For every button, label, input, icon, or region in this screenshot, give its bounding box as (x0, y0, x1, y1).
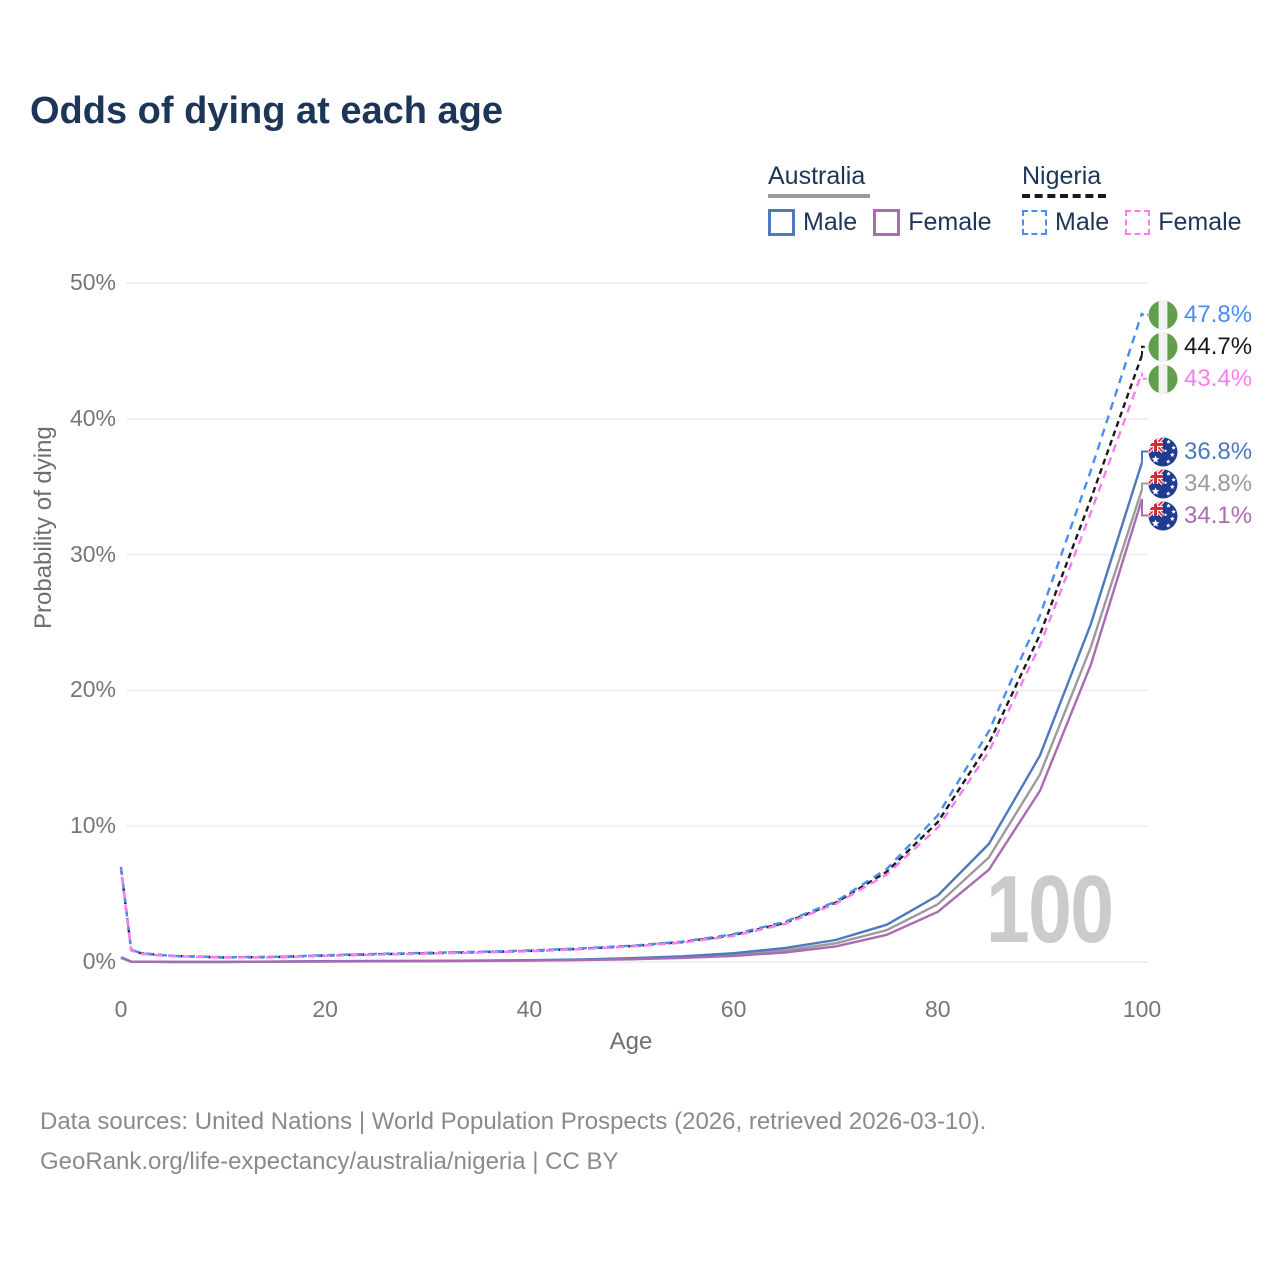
legend-item-australia-male[interactable]: Male (768, 208, 857, 237)
end-label-value: 34.8% (1184, 469, 1253, 497)
swatch-nigeria-female[interactable] (1125, 210, 1151, 235)
series-line-australia-female[interactable] (120, 498, 1144, 964)
leader-line-nigeria-both (1141, 345, 1148, 355)
legend-title-nigeria[interactable]: Nigeria (1022, 162, 1102, 190)
legend-item-nigeria-male[interactable]: Male (1022, 208, 1109, 237)
legend-item-label: Female (1158, 208, 1242, 236)
y-tick-label: 40% (69, 404, 116, 431)
australia-flag-icon (1148, 437, 1178, 467)
nigeria-flag-icon (1148, 300, 1178, 330)
australia-flag-icon (1148, 501, 1178, 531)
series-line-nigeria-both[interactable] (119, 354, 1144, 959)
australia-flag-icon (1148, 469, 1178, 499)
nigeria-flag-icon (1148, 332, 1178, 362)
series-line-nigeria-female[interactable] (119, 372, 1144, 959)
x-tick-label: 100 (1122, 996, 1162, 1022)
end-label-australia-male: 36.8% (1148, 437, 1252, 467)
end-label-value: 44.7% (1184, 332, 1253, 360)
age-counter-watermark: 100 (986, 856, 1114, 963)
legend-group-nigeria: Nigeria Male Female (1022, 162, 1242, 237)
leader-line-nigeria-female (1141, 372, 1148, 380)
legend-item-label: Female (908, 208, 992, 236)
x-tick-label: 20 (312, 996, 338, 1022)
legend-item-australia-female[interactable]: Female (873, 208, 992, 237)
end-label-australia-both: 34.8% (1148, 469, 1252, 499)
leader-line-nigeria-male (1141, 312, 1148, 316)
x-tick-label: 40 (516, 996, 543, 1022)
legend-item-label: Male (1055, 208, 1110, 236)
nigeria-flag-icon (1148, 364, 1178, 394)
end-label-australia-female: 34.1% (1148, 501, 1252, 531)
y-tick-label: 30% (69, 540, 116, 567)
legend-title-australia[interactable]: Australia (768, 162, 866, 190)
swatch-australia-female[interactable] (873, 209, 901, 236)
end-label-value: 43.4% (1184, 364, 1253, 392)
end-label-value: 34.1% (1184, 501, 1253, 529)
end-label-value: 36.8% (1184, 437, 1253, 465)
y-tick-label: 20% (69, 676, 116, 703)
legend-item-nigeria-female[interactable]: Female (1125, 208, 1242, 237)
data-sources-note: Data sources: United Nations | World Pop… (40, 1108, 987, 1135)
leader-line-australia-both (1141, 482, 1148, 490)
leader-line-australia-male (1141, 450, 1148, 463)
y-tick-label: 50% (69, 269, 116, 295)
attribution-link: GeoRank.org/life-expectancy/australia/ni… (40, 1148, 619, 1175)
y-tick-label: 0% (82, 948, 116, 974)
x-axis-title: Age (609, 1028, 653, 1055)
x-tick-label: 80 (925, 996, 951, 1022)
leader-line-australia-female (1141, 498, 1148, 517)
end-label-value: 47.8% (1184, 300, 1253, 328)
x-tick-label: 0 (114, 996, 128, 1022)
x-tick-label: 60 (720, 996, 747, 1022)
end-label-nigeria-female: 43.4% (1148, 364, 1252, 394)
end-label-nigeria-male: 47.8% (1148, 300, 1252, 330)
legend-item-label: Male (803, 208, 858, 236)
swatch-australia-male[interactable] (768, 209, 795, 236)
nigeria-line-swatch (1022, 194, 1106, 198)
swatch-nigeria-male[interactable] (1022, 210, 1047, 235)
series-line-australia-both[interactable] (120, 489, 1144, 964)
australia-line-swatch (768, 194, 870, 198)
series-line-nigeria-male[interactable] (119, 312, 1144, 959)
legend-group-australia: Australia Male Female (768, 162, 992, 237)
series-line-australia-male[interactable] (120, 461, 1144, 964)
page-title: Odds of dying at each age (30, 90, 503, 132)
y-tick-label: 10% (69, 812, 116, 839)
end-label-nigeria-both: 44.7% (1148, 332, 1252, 362)
